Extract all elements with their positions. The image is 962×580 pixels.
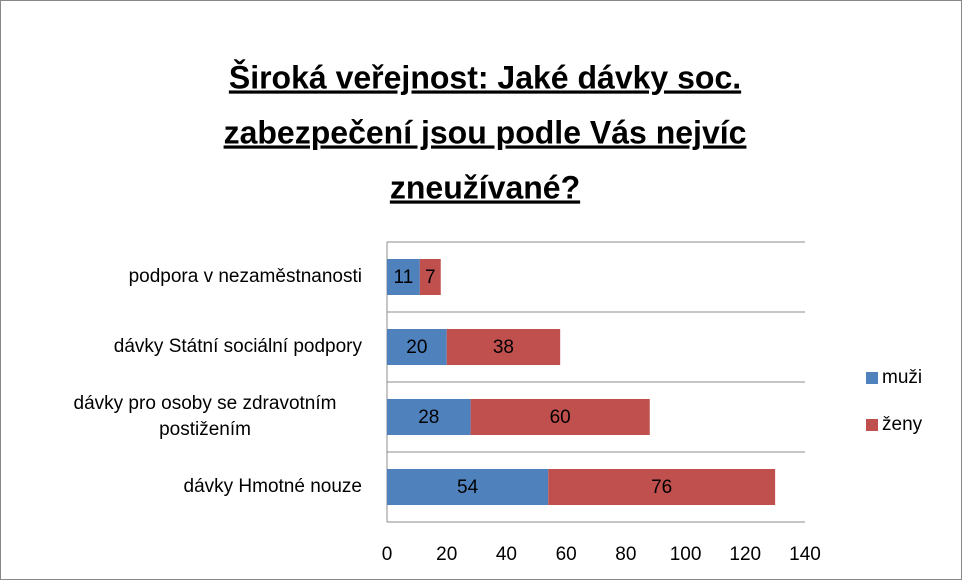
legend-label: ženy xyxy=(882,414,923,435)
legend-label: muži xyxy=(882,367,922,388)
bar-segment xyxy=(387,259,420,295)
data-label: 60 xyxy=(550,407,571,428)
bar-segment xyxy=(446,329,561,365)
bar-segment xyxy=(387,399,471,435)
bar-segment xyxy=(470,399,650,435)
x-tick-label: 100 xyxy=(670,544,702,565)
y-tick-label: dávky Státní sociální podpory xyxy=(114,336,363,357)
x-tick-label: 60 xyxy=(556,544,577,565)
y-tick-label: dávky pro osoby se zdravotním postižením xyxy=(74,393,337,440)
data-label: 7 xyxy=(425,267,436,288)
y-tick-label: dávky Hmotné nouze xyxy=(184,476,363,497)
chart-title: zneužívané? xyxy=(390,169,580,205)
data-label: 28 xyxy=(418,407,439,428)
y-tick-label: podpora v nezaměstnanosti xyxy=(129,266,362,287)
bar-segment xyxy=(548,469,776,505)
x-tick-label: 0 xyxy=(382,544,393,565)
data-label: 38 xyxy=(493,337,514,358)
legend-swatch xyxy=(866,419,878,431)
bar-segment xyxy=(387,469,549,505)
y-tick-label-line: postižením xyxy=(159,419,251,440)
legend-swatch xyxy=(866,372,878,384)
bar-segment xyxy=(419,259,441,295)
bar-segment xyxy=(387,329,447,365)
data-label: 76 xyxy=(651,477,672,498)
x-tick-label: 80 xyxy=(615,544,636,565)
data-label: 11 xyxy=(394,267,414,288)
x-tick-label: 120 xyxy=(729,544,761,565)
data-label: 54 xyxy=(457,477,479,498)
chart-title: zabezpečení jsou podle Vás nejvíc xyxy=(224,114,747,150)
data-label: 20 xyxy=(406,337,427,358)
x-tick-label: 140 xyxy=(789,544,821,565)
x-tick-label: 40 xyxy=(496,544,517,565)
chart-title: Široká veřejnost: Jaké dávky soc. xyxy=(229,59,741,95)
x-tick-label: 20 xyxy=(436,544,457,565)
y-tick-label-line: dávky pro osoby se zdravotním xyxy=(74,393,337,414)
